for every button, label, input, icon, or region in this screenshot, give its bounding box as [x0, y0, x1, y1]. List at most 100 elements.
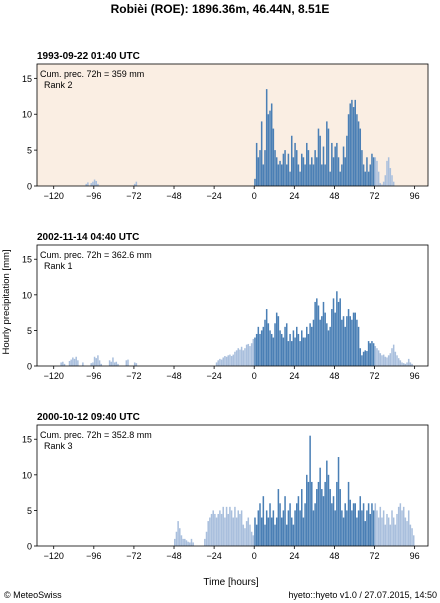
- precip-bar: [304, 503, 306, 546]
- precip-bar: [230, 510, 233, 546]
- y-tick-label: 5: [27, 506, 32, 516]
- precip-bar: [247, 343, 250, 366]
- panel-3: 2000-10-12 09:40 UTC 0 5 10 15 −120 −96 −72 −48 −…: [22, 412, 429, 561]
- precip-bar: [326, 121, 328, 186]
- x-tick-label: −24: [206, 371, 221, 381]
- precip-bar: [392, 517, 395, 546]
- precip-bar: [212, 510, 214, 546]
- precip-bar: [192, 542, 194, 546]
- precip-bar: [411, 528, 413, 546]
- precip-bar: [341, 319, 343, 366]
- precip-bar: [280, 333, 283, 366]
- precip-bar: [257, 326, 260, 366]
- precip-bar: [319, 319, 321, 366]
- precip-bar: [367, 171, 370, 186]
- precip-bar: [377, 517, 380, 546]
- precip-bar: [322, 496, 325, 546]
- precip-bar: [409, 524, 412, 546]
- x-tick-label: 24: [289, 551, 299, 561]
- precip-bar: [307, 481, 310, 546]
- precip-bar: [270, 333, 273, 366]
- precip-bar: [332, 157, 335, 186]
- precip-bar: [367, 341, 370, 366]
- precip-bar: [376, 510, 378, 546]
- precip-bar: [302, 337, 305, 366]
- precip-bar: [250, 531, 253, 546]
- x-tick-label: −48: [166, 551, 181, 561]
- precip-bar: [222, 357, 224, 366]
- precip-bar: [179, 528, 181, 546]
- precip-bar: [346, 135, 348, 186]
- precip-bar: [254, 337, 256, 366]
- panel-title: 2002-11-14 04:40 UTC: [37, 232, 139, 243]
- precip-bar: [108, 360, 111, 366]
- x-tick-label: 72: [370, 371, 380, 381]
- precip-bar: [264, 150, 266, 186]
- precip-bar: [249, 524, 251, 546]
- precip-bar: [279, 160, 281, 186]
- precip-bar: [352, 503, 355, 546]
- precip-bar: [112, 357, 114, 366]
- precip-bar: [342, 146, 345, 186]
- precip-bar: [387, 157, 390, 186]
- precip-bar: [287, 341, 290, 366]
- precip-bar: [259, 503, 261, 546]
- precip-bar: [312, 164, 315, 186]
- precip-bar: [389, 353, 392, 366]
- precip-bar: [232, 517, 235, 546]
- x-tick-label: 48: [329, 191, 339, 201]
- precip-bar: [274, 524, 276, 546]
- precip-bar: [244, 348, 246, 366]
- precip-bar: [339, 171, 341, 186]
- precip-bar: [311, 157, 313, 186]
- precip-bar: [182, 538, 184, 546]
- precip-bar: [352, 107, 355, 186]
- precip-bar: [369, 164, 372, 186]
- precip-bar: [371, 341, 373, 366]
- precip-bar: [289, 171, 291, 186]
- precip-bar: [289, 503, 291, 546]
- precip-bar: [90, 183, 92, 186]
- precip-bar: [392, 181, 395, 186]
- y-tick-label: 5: [27, 146, 32, 156]
- precip-bar: [382, 181, 385, 186]
- precip-bar: [189, 542, 191, 546]
- precip-bar: [381, 355, 383, 366]
- precip-bar: [404, 363, 407, 366]
- precip-bar: [381, 184, 383, 186]
- precip-bar: [217, 360, 219, 366]
- precip-bar: [225, 356, 228, 366]
- precip-bar: [399, 360, 402, 366]
- precip-bar: [377, 171, 380, 186]
- precip-bar: [85, 183, 87, 186]
- precip-bar: [339, 489, 341, 546]
- precip-bar: [357, 510, 360, 546]
- precip-bar: [282, 337, 285, 366]
- precip-bar: [324, 312, 326, 366]
- precip-bar: [411, 363, 413, 366]
- precip-bar: [312, 510, 315, 546]
- precip-bar: [362, 351, 365, 366]
- precip-bar: [322, 301, 325, 366]
- precip-bar: [309, 435, 311, 546]
- precip-bar: [361, 510, 363, 546]
- precip-bar: [331, 142, 333, 186]
- precip-bar: [190, 538, 193, 546]
- precip-bar: [336, 481, 338, 546]
- x-tick-label: 24: [289, 191, 299, 201]
- precip-bar: [290, 341, 293, 366]
- precip-bar: [250, 343, 253, 366]
- precip-bar: [344, 157, 346, 186]
- y-tick-label: 10: [22, 110, 32, 120]
- precip-bar: [264, 524, 266, 546]
- precip-bar: [227, 513, 230, 546]
- x-axis-label: Time [hours]: [203, 577, 258, 588]
- main-series: [254, 435, 375, 546]
- precip-bar: [386, 513, 388, 546]
- panel-title: 2000-10-12 09:40 UTC: [37, 412, 140, 423]
- x-tick-label: −120: [44, 371, 64, 381]
- precip-bar: [254, 178, 256, 186]
- precip-bar: [364, 521, 367, 546]
- precip-bar: [347, 309, 350, 366]
- precip-bar: [394, 351, 397, 366]
